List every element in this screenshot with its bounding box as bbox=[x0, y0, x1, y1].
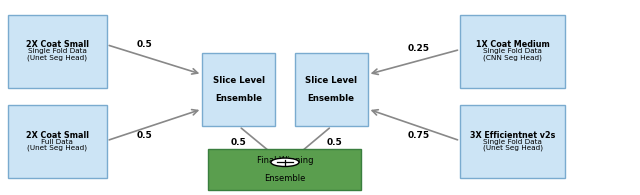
FancyBboxPatch shape bbox=[202, 53, 275, 126]
Text: (Unet Seg Head): (Unet Seg Head) bbox=[483, 145, 543, 151]
Text: 0.5: 0.5 bbox=[137, 131, 152, 140]
Text: 0.5: 0.5 bbox=[231, 138, 246, 147]
FancyBboxPatch shape bbox=[460, 105, 565, 178]
Text: Single Fold Data: Single Fold Data bbox=[483, 139, 542, 145]
Text: 0.25: 0.25 bbox=[408, 44, 430, 53]
Text: 2X Coat Small: 2X Coat Small bbox=[26, 40, 89, 50]
Text: Slice Level: Slice Level bbox=[212, 76, 265, 85]
Text: 0.75: 0.75 bbox=[408, 131, 430, 140]
Text: 0.5: 0.5 bbox=[326, 138, 342, 147]
Text: Full Data: Full Data bbox=[41, 139, 73, 145]
Text: 3X Efficientnet v2s: 3X Efficientnet v2s bbox=[470, 131, 556, 140]
Text: 0.5: 0.5 bbox=[137, 40, 152, 49]
FancyBboxPatch shape bbox=[209, 149, 362, 190]
FancyBboxPatch shape bbox=[294, 53, 368, 126]
Text: (CNN Seg Head): (CNN Seg Head) bbox=[483, 55, 542, 61]
Text: Single Fold Data: Single Fold Data bbox=[483, 48, 542, 54]
Text: Ensemble: Ensemble bbox=[264, 174, 306, 183]
Circle shape bbox=[271, 158, 299, 167]
Text: Ensemble: Ensemble bbox=[215, 94, 262, 103]
Text: (Unet Seg Head): (Unet Seg Head) bbox=[27, 145, 87, 151]
Text: Ensemble: Ensemble bbox=[308, 94, 355, 103]
Text: Slice Level: Slice Level bbox=[305, 76, 357, 85]
Text: 1X Coat Medium: 1X Coat Medium bbox=[476, 40, 550, 50]
FancyBboxPatch shape bbox=[8, 15, 106, 88]
FancyBboxPatch shape bbox=[460, 15, 565, 88]
Text: Final Winning: Final Winning bbox=[257, 156, 313, 165]
FancyBboxPatch shape bbox=[8, 105, 106, 178]
Text: 2X Coat Small: 2X Coat Small bbox=[26, 131, 89, 140]
Text: Single Fold Data: Single Fold Data bbox=[28, 48, 86, 54]
Text: (Unet Seg Head): (Unet Seg Head) bbox=[27, 55, 87, 61]
